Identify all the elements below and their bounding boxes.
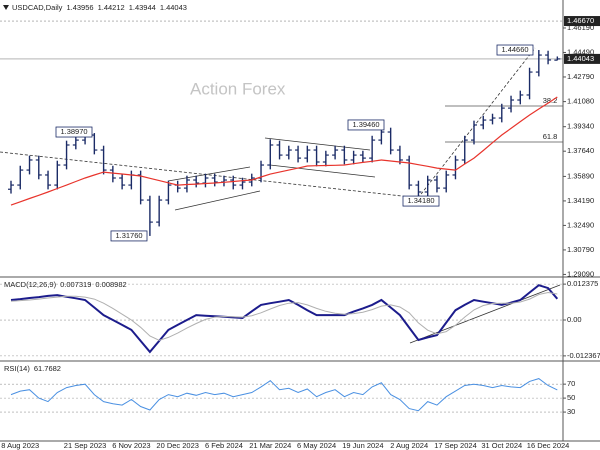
level-label: 1.44660 <box>501 45 528 54</box>
price-box <box>564 16 600 27</box>
y-tick-label: 1.29090 <box>567 269 594 278</box>
trend-line <box>417 47 536 199</box>
y-tick-label: 0.012375 <box>567 279 598 288</box>
x-tick-label: 19 Jun 2024 <box>342 441 383 450</box>
y-tick-label: 30 <box>567 407 575 416</box>
channel-line <box>269 164 376 178</box>
x-tick-label: 31 Oct 2024 <box>481 441 522 450</box>
moving-average <box>10 96 558 206</box>
y-tick-label: 1.39340 <box>567 122 594 131</box>
level-box <box>402 195 440 207</box>
watermark: Action Forex <box>190 79 286 98</box>
x-tick-label: 6 May 2024 <box>297 441 336 450</box>
trend-line <box>0 151 421 199</box>
fib-label: 61.8 <box>543 132 558 141</box>
rsi-value: 61.7682 <box>34 364 61 373</box>
x-tick-label: 20 Dec 2023 <box>156 441 199 450</box>
macd-header: MACD(12,26,9) 0.007319 0.008982 <box>4 280 127 289</box>
level-label: 1.38970 <box>60 127 87 136</box>
x-tick-label: 17 Sep 2024 <box>434 441 477 450</box>
low-value: 1.43944 <box>129 3 156 12</box>
y-tick-label: 50 <box>567 393 575 402</box>
level-box <box>347 119 385 131</box>
level-box <box>496 44 534 56</box>
y-tick-label: 1.32490 <box>567 220 594 229</box>
price-box-label: 1.44043 <box>567 54 594 63</box>
x-tick-label: 21 Mar 2024 <box>249 441 291 450</box>
rsi-title: RSI(14) <box>4 364 30 373</box>
x-tick-label: 2 Aug 2024 <box>390 441 428 450</box>
x-tick-label: 6 Feb 2024 <box>205 441 243 450</box>
symbol: USDCAD,Daily <box>12 3 63 12</box>
indicator-line <box>10 291 558 341</box>
y-tick-label: 1.34190 <box>567 196 594 205</box>
y-tick-label: 1.46190 <box>567 23 594 32</box>
channel-line <box>264 137 371 151</box>
rsi-header: RSI(14) 61.7682 <box>4 364 61 373</box>
high-value: 1.44212 <box>98 3 125 12</box>
signal-value: 0.008982 <box>95 280 126 289</box>
x-tick-label: 21 Sep 2023 <box>64 441 107 450</box>
open-value: 1.43956 <box>66 3 93 12</box>
level-label: 1.39460 <box>352 120 379 129</box>
indicator-line <box>10 378 558 412</box>
level-label: 1.34180 <box>407 196 434 205</box>
level-box <box>55 126 93 138</box>
y-tick-label: 1.42790 <box>567 72 594 81</box>
y-tick-label: 1.37640 <box>567 146 594 155</box>
price-box-label: 1.46670 <box>567 16 594 25</box>
y-tick-label: 1.35890 <box>567 171 594 180</box>
macd-title: MACD(12,26,9) <box>4 280 57 289</box>
level-box <box>110 230 148 242</box>
indicator-line <box>10 284 559 354</box>
price-header: USDCAD,Daily 1.43956 1.44212 1.43944 1.44043 <box>12 3 187 12</box>
x-tick-label: 8 Aug 2023 <box>1 441 39 450</box>
y-tick-label: 1.30790 <box>567 245 594 254</box>
y-tick-label: 1.44490 <box>567 47 594 56</box>
y-tick-label: 1.41080 <box>567 97 594 106</box>
y-tick-label: -0.012367 <box>567 351 600 360</box>
channel-line <box>167 166 251 182</box>
y-tick-label: 70 <box>567 379 575 388</box>
macd-value: 0.007319 <box>60 280 91 289</box>
x-tick-label: 6 Nov 2023 <box>112 441 150 450</box>
close-value: 1.44043 <box>160 3 187 12</box>
menu-icon <box>3 5 9 10</box>
level-label: 1.31760 <box>115 231 142 240</box>
fib-label: 38.2 <box>543 96 558 105</box>
channel-line <box>174 190 261 211</box>
x-tick-label: 16 Dec 2024 <box>527 441 570 450</box>
y-tick-label: 0.00 <box>567 315 582 324</box>
price-box <box>564 53 600 64</box>
